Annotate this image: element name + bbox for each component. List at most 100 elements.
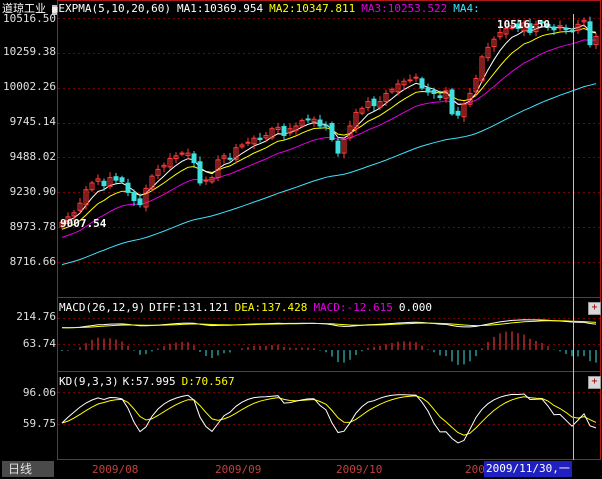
high-price-marker: 10516.50 — [497, 18, 550, 31]
cursor-date-readout: 2009/11/30,一 — [484, 461, 572, 477]
candle-body — [515, 23, 521, 29]
candle-body — [389, 88, 395, 93]
candle-body — [431, 89, 437, 94]
macd-histogram — [61, 331, 597, 365]
candle-body — [521, 22, 527, 32]
date-label-2: 2009/10 — [336, 463, 383, 476]
candle-body — [377, 101, 383, 108]
candle-body — [587, 21, 593, 46]
candle-body — [197, 161, 203, 184]
candle-body — [77, 202, 83, 211]
candle-body — [305, 118, 311, 121]
candle-body — [365, 101, 371, 109]
candle-body — [95, 178, 101, 182]
candle-body — [353, 111, 359, 129]
candle-body — [461, 103, 467, 118]
diff-value: DIFF:131.121 — [149, 301, 229, 314]
candle-body — [359, 107, 365, 114]
date-label-0: 2009/08 — [92, 463, 139, 476]
macd-indicator: MACD(26,12,9) — [59, 301, 146, 314]
candle-body — [173, 155, 179, 160]
ma3-value: MA3:10253.522 — [361, 2, 448, 15]
date-axis-bar — [0, 460, 602, 479]
candle-body — [485, 46, 491, 59]
ma4-value: MA4: — [453, 2, 480, 15]
candle-body — [251, 137, 257, 145]
ma1-line — [61, 24, 597, 224]
d-value: D:70.567 — [181, 375, 235, 388]
y-label-3: 9745.14 — [9, 115, 56, 128]
candle-body — [347, 125, 353, 139]
expma-icon[interactable]: ▦ — [52, 5, 58, 15]
macd-lines — [61, 319, 597, 329]
candle-body — [539, 21, 545, 24]
candle-body — [101, 180, 107, 187]
candle-body — [263, 134, 269, 139]
candle-body — [497, 31, 503, 38]
candle-body — [473, 78, 479, 93]
grid-lines — [58, 18, 600, 425]
ma3-line — [61, 39, 597, 238]
kd-header: KD(9,3,3) K:57.995 D:70.567 — [59, 375, 241, 388]
candle-body — [155, 168, 161, 176]
kd-indicator: KD(9,3,3) — [59, 375, 119, 388]
candle-body — [239, 144, 245, 148]
candle-body — [407, 79, 413, 82]
candle-body — [215, 159, 221, 178]
date-label-3: 200 — [465, 463, 485, 476]
candle-body — [281, 126, 287, 136]
candle-body — [335, 140, 341, 154]
macd-value: MACD:-12.615 — [313, 301, 393, 314]
candle-body — [527, 23, 533, 33]
kd-y-label-1: 59.75 — [22, 417, 56, 430]
macd-expand-button[interactable]: + — [588, 302, 601, 315]
candle-body — [479, 56, 485, 82]
candle-body — [161, 164, 167, 168]
candle-body — [593, 36, 599, 46]
candle-body — [149, 175, 155, 190]
candle-body — [317, 119, 323, 127]
candle-body — [437, 95, 443, 99]
candle-body — [551, 26, 557, 31]
moving-average-lines — [61, 24, 597, 266]
candle-body — [341, 139, 347, 154]
y-label-4: 9488.02 — [9, 150, 56, 163]
macd-extra-value: 0.000 — [398, 301, 433, 314]
candle-body — [413, 76, 419, 79]
candle-body — [131, 191, 137, 202]
y-label-5: 9230.90 — [9, 185, 56, 198]
date-label-1: 2009/09 — [215, 463, 262, 476]
kd-expand-button[interactable]: + — [588, 376, 601, 389]
candle-body — [143, 187, 149, 208]
candle-body — [119, 177, 125, 183]
low-price-marker: 9007.54 — [60, 217, 107, 230]
macd-header: MACD(26,12,9) DIFF:131.121 DEA:137.428 MACD… — [59, 301, 438, 314]
macd-y-label-1: 63.74 — [22, 337, 56, 350]
candle-body — [167, 158, 173, 168]
candle-body — [293, 125, 299, 131]
tab-daily[interactable]: 日线 — [2, 461, 54, 477]
candle-body — [227, 157, 233, 160]
candle-body — [59, 222, 65, 228]
candle-body — [191, 153, 197, 164]
y-label-2: 10002.26 — [3, 80, 56, 93]
kd-y-label-0: 96.06 — [22, 386, 56, 399]
candle-body — [419, 78, 425, 89]
candlesticks — [59, 16, 599, 229]
candle-body — [299, 120, 305, 127]
candle-body — [107, 176, 113, 187]
candle-body — [467, 92, 473, 105]
ma2-value: MA2:10347.811 — [269, 2, 356, 15]
candle-body — [275, 126, 281, 131]
candle-body — [269, 128, 275, 139]
candle-body — [395, 83, 401, 93]
expma-indicator: EXPMA(5,10,20,60) — [58, 2, 172, 15]
candle-body — [221, 155, 227, 159]
index-name: 道琼工业 — [2, 2, 46, 15]
dea-line — [61, 320, 597, 329]
candle-body — [581, 19, 587, 23]
candle-body — [503, 27, 509, 35]
k-value: K:57.995 — [122, 375, 176, 388]
candle-body — [179, 152, 185, 155]
